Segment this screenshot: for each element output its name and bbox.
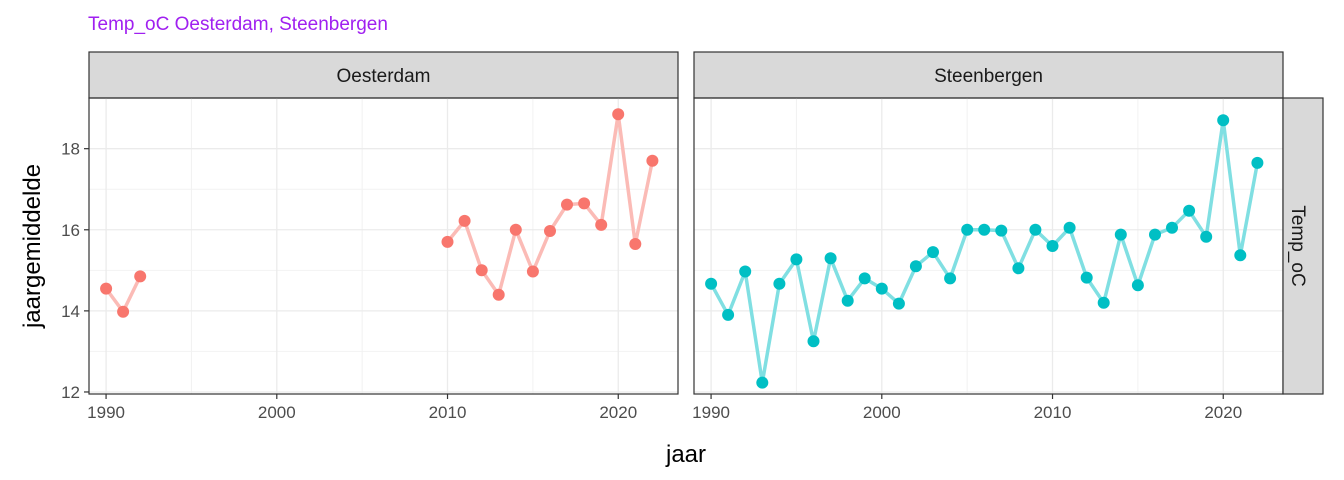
data-point-steenbergen (1114, 228, 1127, 241)
panel-steenbergen: Steenbergen 1990 2000 2010 2020 (692, 51, 1284, 422)
data-point-oesterdam (458, 214, 471, 227)
y-tick-label: 14 (61, 302, 80, 321)
data-point-steenbergen (1046, 240, 1059, 252)
data-point-oesterdam (475, 264, 488, 277)
data-point-oesterdam (629, 238, 642, 250)
row-strip-box (1282, 97, 1324, 395)
y-tick-label: 18 (61, 140, 80, 159)
data-point-oesterdam (578, 197, 591, 210)
data-point-steenbergen (1080, 271, 1093, 284)
data-point-steenbergen (722, 308, 735, 321)
chart-title: Temp_oC Oesterdam, Steenbergen (88, 14, 388, 35)
x-axis-title: jaar (665, 441, 706, 468)
data-point-steenbergen (1166, 221, 1178, 234)
strip-label-oesterdam: Oesterdam (337, 66, 431, 87)
series-steenbergen (705, 114, 1264, 389)
series-line-steenbergen (709, 118, 1260, 385)
data-point-oesterdam (595, 218, 608, 231)
data-point-oesterdam (509, 223, 522, 236)
x-tick-label: 2010 (1034, 403, 1072, 422)
data-point-steenbergen (1012, 262, 1025, 275)
data-point-oesterdam (561, 198, 573, 211)
data-point-steenbergen (961, 223, 974, 236)
data-point-steenbergen (790, 253, 803, 266)
strip-oesterdam (88, 51, 679, 99)
data-point-steenbergen (1183, 204, 1196, 217)
panel-border-steenbergen (693, 97, 1284, 395)
data-point-steenbergen (705, 277, 718, 290)
x-tick-label: 1990 (692, 403, 730, 422)
data-point-steenbergen (1217, 114, 1230, 127)
data-point-steenbergen (978, 223, 991, 236)
strip-steenbergen (693, 51, 1284, 99)
data-point-steenbergen (1251, 156, 1264, 169)
data-point-oesterdam (612, 108, 625, 121)
data-point-oesterdam (134, 270, 147, 283)
data-point-oesterdam (100, 282, 113, 295)
panel-border-oesterdam (88, 97, 679, 395)
data-point-steenbergen (927, 246, 939, 259)
data-point-steenbergen (773, 277, 786, 290)
y-tick-label: 16 (61, 221, 80, 240)
data-point-steenbergen (841, 294, 854, 307)
data-point-steenbergen (1234, 249, 1247, 262)
gridlines-oesterdam (89, 98, 678, 394)
data-point-steenbergen (1063, 221, 1076, 234)
x-tick-label: 1990 (87, 403, 125, 422)
y-tick-label: 12 (61, 383, 80, 402)
data-point-steenbergen (875, 282, 888, 295)
x-axis-oesterdam: 1990 2000 2010 2020 (87, 394, 637, 422)
x-tick-label: 2010 (429, 403, 467, 422)
data-point-oesterdam (526, 265, 539, 278)
gridlines-steenbergen (694, 98, 1283, 394)
data-point-steenbergen (892, 297, 905, 310)
data-point-oesterdam (492, 288, 505, 301)
data-point-steenbergen (944, 272, 957, 285)
y-axis-title: jaargemiddelde (19, 164, 46, 329)
data-point-steenbergen (1149, 228, 1161, 241)
x-tick-label: 2000 (258, 403, 296, 422)
x-tick-label: 2020 (1204, 403, 1242, 422)
facet-row-strip: Temp_oC (1282, 97, 1324, 395)
data-point-steenbergen (1200, 230, 1213, 243)
data-point-steenbergen (739, 265, 752, 278)
y-axis: 12 14 16 18 (61, 140, 89, 402)
data-point-oesterdam (441, 235, 454, 248)
series-oesterdam (100, 108, 659, 318)
data-point-oesterdam (544, 225, 556, 237)
data-point-steenbergen (995, 224, 1008, 237)
x-tick-label: 2000 (863, 403, 901, 422)
data-point-steenbergen (1131, 279, 1144, 292)
data-point-steenbergen (756, 376, 769, 389)
data-point-oesterdam (646, 154, 659, 167)
x-axis-steenbergen: 1990 2000 2010 2020 (692, 394, 1242, 422)
panel-oesterdam: Oesterdam 1990 2000 2010 2020 (87, 51, 679, 422)
data-point-steenbergen (1029, 223, 1042, 236)
data-point-steenbergen (1097, 296, 1110, 309)
data-point-steenbergen (807, 335, 820, 348)
data-point-steenbergen (824, 252, 837, 265)
data-point-steenbergen (858, 272, 871, 285)
strip-label-steenbergen: Steenbergen (934, 66, 1043, 87)
data-point-oesterdam (117, 305, 130, 318)
data-point-steenbergen (909, 260, 922, 273)
row-strip-label: Temp_oC (1287, 205, 1308, 286)
x-tick-label: 2020 (599, 403, 637, 422)
